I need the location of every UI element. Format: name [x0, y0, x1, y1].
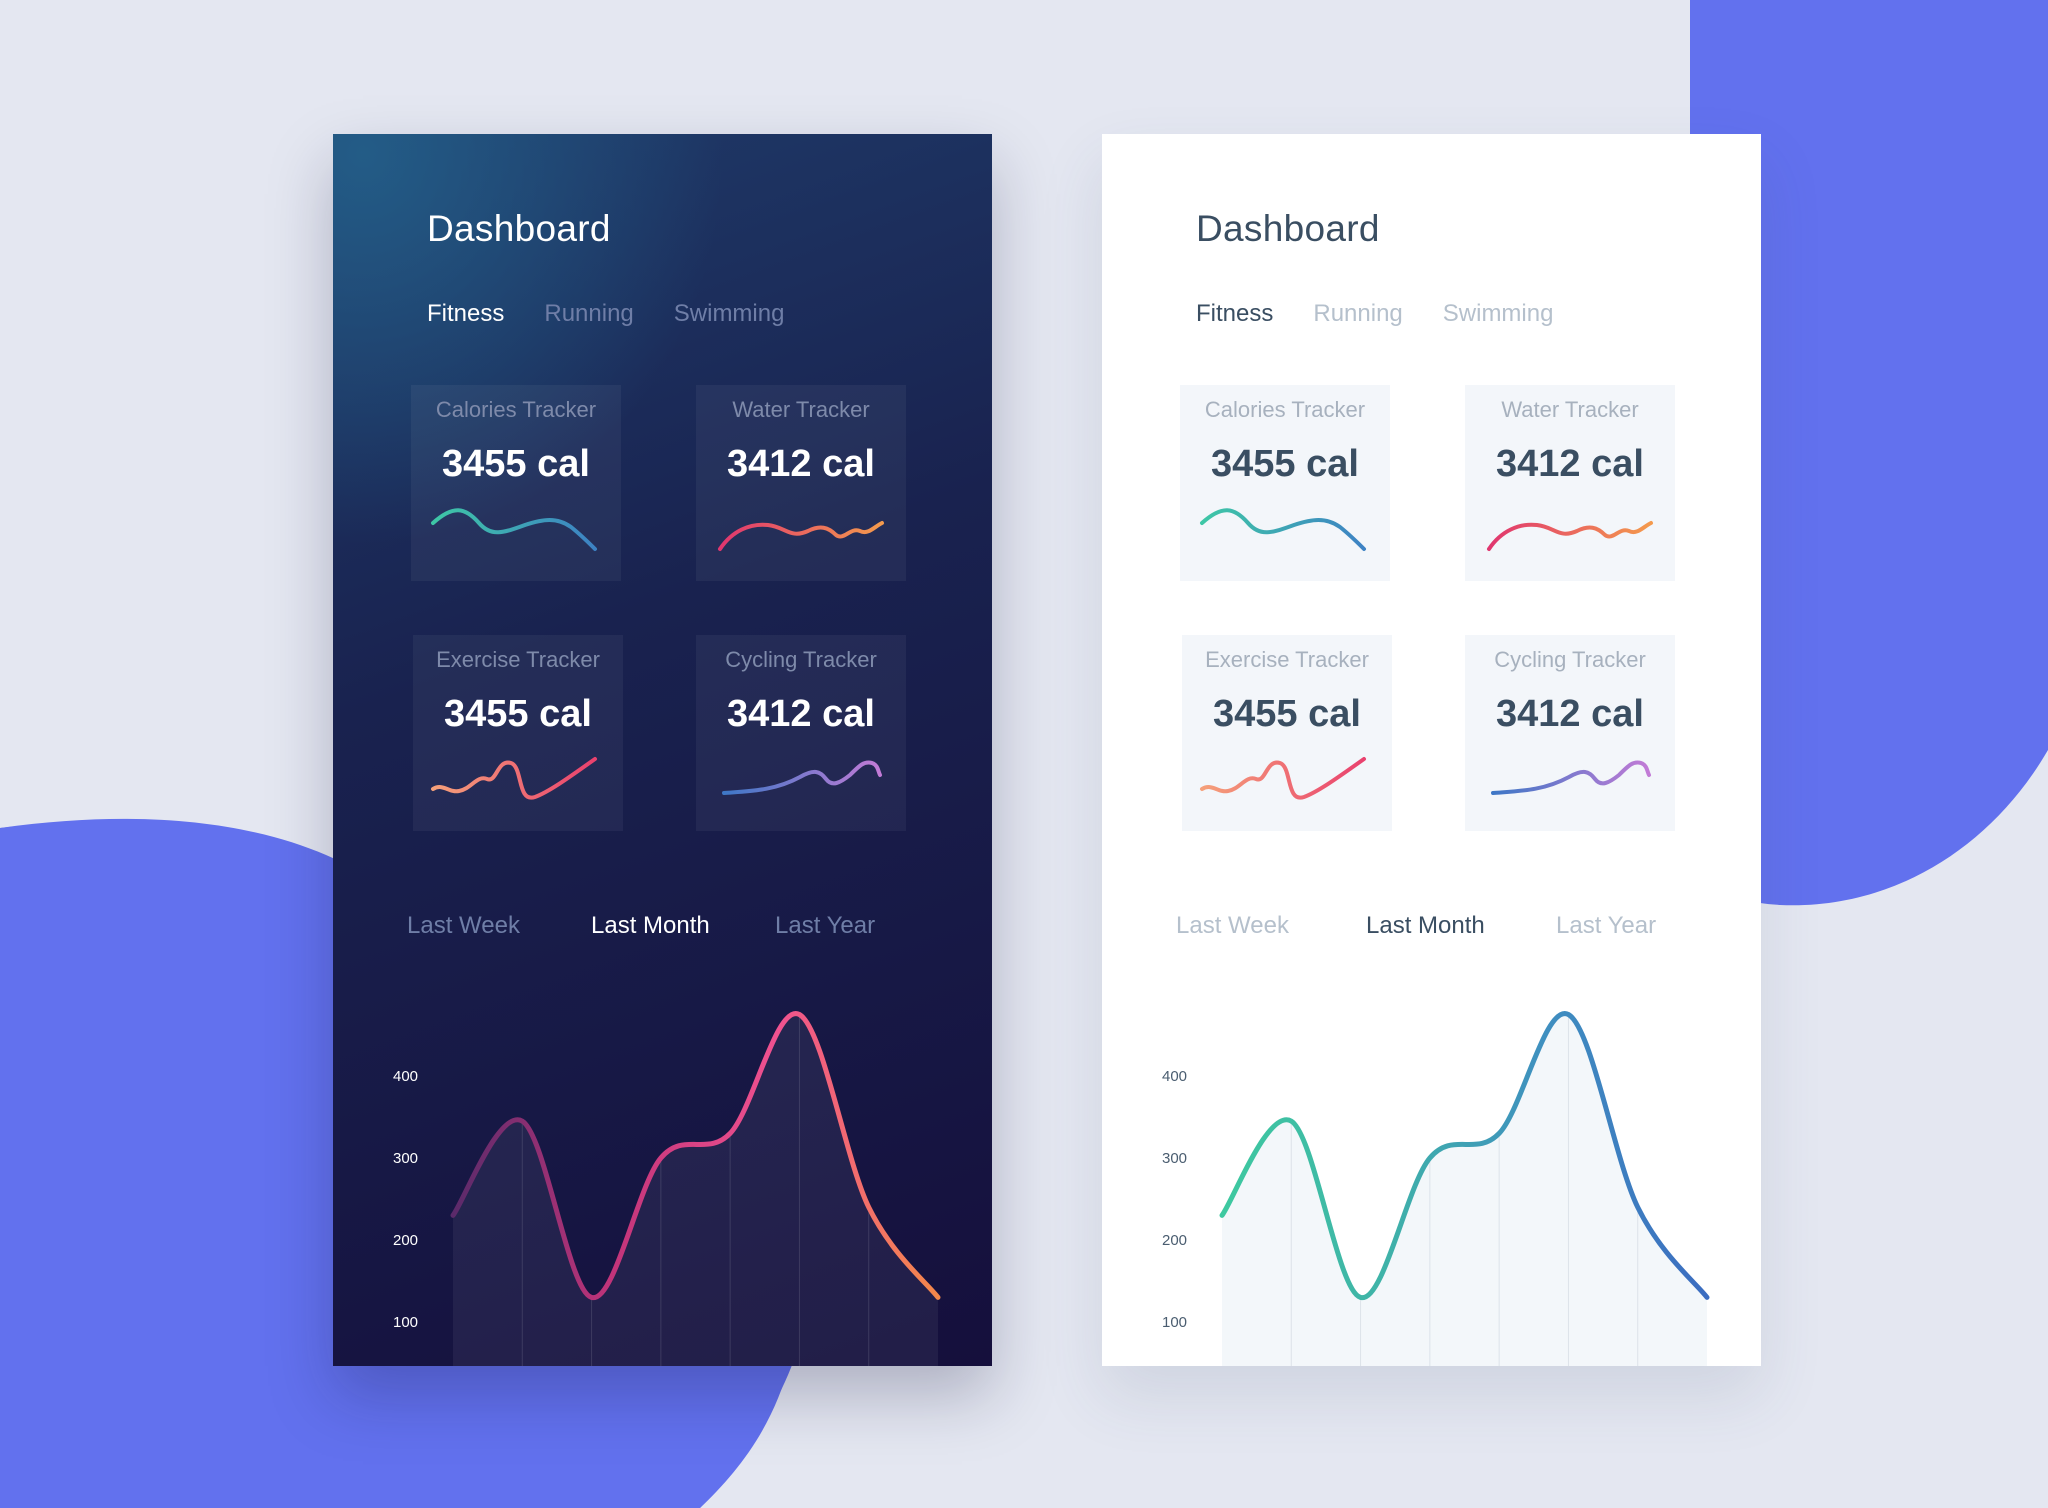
range-last-year[interactable]: Last Year [775, 912, 876, 939]
range-last-year[interactable]: Last Year [1556, 912, 1657, 939]
sparkline-cycling [1491, 760, 1651, 795]
card-value: 3412 cal [1496, 443, 1644, 485]
card-value: 3412 cal [727, 443, 875, 485]
y-tick-label: 400 [393, 1068, 418, 1085]
range-last-week[interactable]: Last Week [1176, 912, 1289, 939]
card-water-tracker[interactable]: Water Tracker 3412 cal [1465, 385, 1675, 581]
sparkline-water [718, 521, 884, 551]
tab-swimming[interactable]: Swimming [673, 300, 785, 327]
y-tick-label: 200 [1162, 1232, 1187, 1249]
sparkline-water [1487, 521, 1653, 551]
chart-series-line [1219, 1011, 1710, 1300]
range-last-month[interactable]: Last Month [591, 912, 710, 939]
card-water-tracker[interactable]: Water Tracker 3412 cal [696, 385, 906, 581]
card-label: Exercise Tracker [436, 647, 600, 672]
range-last-week[interactable]: Last Week [407, 912, 520, 939]
dark-dashboard-panel: Dashboard Fitness Running Swimming Calor… [333, 134, 992, 1366]
y-tick-label: 100 [1162, 1314, 1187, 1331]
card-calories-tracker[interactable]: Calories Tracker 3455 cal [1180, 385, 1390, 581]
chart-area-fill [1222, 1013, 1707, 1366]
card-exercise-tracker[interactable]: Exercise Tracker 3455 cal [1182, 635, 1392, 831]
card-label: Exercise Tracker [1205, 647, 1369, 672]
card-label: Calories Tracker [1204, 397, 1366, 422]
card-cycling-tracker[interactable]: Cycling Tracker 3412 cal [696, 635, 906, 831]
tab-fitness[interactable]: Fitness [427, 300, 505, 327]
chart-area-fill [453, 1013, 938, 1366]
category-tabs: Fitness Running Swimming [1196, 300, 1593, 328]
card-label: Water Tracker [1501, 397, 1639, 422]
tab-fitness[interactable]: Fitness [1196, 300, 1274, 327]
category-tabs: Fitness Running Swimming [427, 300, 824, 328]
y-tick-label: 400 [1162, 1068, 1187, 1085]
card-value: 3412 cal [727, 693, 875, 735]
y-tick-label: 300 [393, 1150, 418, 1167]
sparkline-cycling [722, 760, 882, 795]
card-calories-tracker[interactable]: Calories Tracker 3455 cal [411, 385, 621, 581]
sparkline-calories [1200, 508, 1366, 551]
card-label: Water Tracker [732, 397, 870, 422]
card-label: Cycling Tracker [1494, 647, 1646, 672]
card-value: 3455 cal [442, 443, 590, 485]
y-tick-label: 300 [1162, 1150, 1187, 1167]
card-value: 3412 cal [1496, 693, 1644, 735]
tab-running[interactable]: Running [1313, 300, 1403, 327]
y-tick-label: 200 [393, 1232, 418, 1249]
tab-running[interactable]: Running [544, 300, 634, 327]
card-value: 3455 cal [1211, 443, 1359, 485]
card-value: 3455 cal [444, 693, 592, 735]
chart-series-line [450, 1011, 941, 1300]
tab-swimming[interactable]: Swimming [1442, 300, 1554, 327]
sparkline-exercise [431, 757, 597, 800]
card-value: 3455 cal [1213, 693, 1361, 735]
y-tick-label: 100 [393, 1314, 418, 1331]
page-title: Dashboard [427, 208, 611, 249]
sparkline-exercise [1200, 757, 1366, 800]
page-title: Dashboard [1196, 208, 1380, 249]
card-label: Calories Tracker [435, 397, 597, 422]
card-exercise-tracker[interactable]: Exercise Tracker 3455 cal [413, 635, 623, 831]
card-cycling-tracker[interactable]: Cycling Tracker 3412 cal [1465, 635, 1675, 831]
sparkline-calories [431, 508, 597, 551]
card-label: Cycling Tracker [725, 647, 877, 672]
light-dashboard-panel: Dashboard Fitness Running Swimming Calor… [1102, 134, 1761, 1366]
range-last-month[interactable]: Last Month [1366, 912, 1485, 939]
